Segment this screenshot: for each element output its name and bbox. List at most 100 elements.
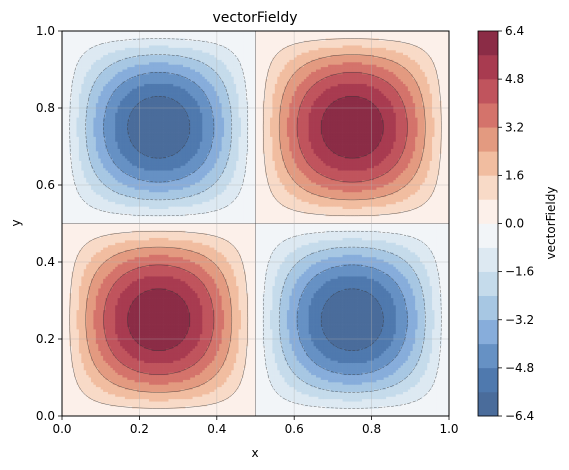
contour-cell	[81, 160, 85, 164]
contour-cell	[122, 216, 126, 220]
contour-cell	[69, 329, 73, 333]
contour-cell	[88, 394, 92, 398]
contour-cell	[69, 305, 73, 309]
contour-cell	[91, 281, 94, 285]
contour-cell	[62, 35, 65, 39]
contour-cell	[69, 365, 73, 369]
contour-cell	[62, 310, 65, 313]
contour-cell	[107, 132, 111, 135]
contour-cell	[117, 206, 121, 210]
contour-cell	[120, 247, 123, 251]
contour-cell	[100, 177, 104, 181]
contour-cell	[93, 348, 97, 352]
contour-cell	[129, 348, 133, 352]
contour-cell	[134, 298, 138, 301]
contour-cell	[93, 160, 97, 164]
contour-cell	[134, 110, 138, 114]
contour-cell	[74, 355, 77, 359]
contour-cell	[86, 38, 89, 41]
contour-cell	[124, 367, 128, 371]
contour-cell	[95, 319, 99, 323]
contour-cell	[95, 360, 99, 364]
contour-cell	[83, 406, 87, 410]
contour-cell	[98, 254, 102, 258]
contour-cell	[98, 274, 102, 277]
contour-cell	[124, 360, 128, 364]
contour-cell	[117, 204, 121, 208]
contour-cell	[76, 187, 80, 191]
contour-cell	[105, 192, 109, 195]
contour-cell	[115, 290, 118, 294]
contour-cell	[110, 305, 114, 309]
contour-cell	[93, 401, 97, 405]
contour-cell	[129, 264, 133, 268]
contour-cell	[76, 112, 80, 116]
contour-cell	[100, 165, 104, 169]
contour-cell	[127, 59, 131, 63]
contour-cell	[64, 132, 68, 135]
contour-cell	[62, 254, 65, 258]
contour-cell	[93, 298, 97, 301]
contour-cell	[117, 379, 121, 383]
contour-cell	[129, 136, 133, 140]
contour-cell	[91, 76, 94, 80]
contour-cell	[74, 274, 77, 277]
contour-cell	[136, 100, 140, 104]
contour-cell	[71, 115, 75, 118]
contour-cell	[120, 86, 123, 90]
contour-cell	[81, 367, 85, 371]
contour-cell	[105, 341, 109, 345]
contour-cell	[91, 105, 94, 109]
contour-cell	[86, 52, 89, 56]
contour-cell	[81, 295, 85, 299]
contour-cell	[66, 69, 70, 73]
contour-cell	[62, 189, 65, 193]
contour-cell	[100, 370, 104, 374]
contour-cell	[120, 194, 123, 198]
contour-cell	[83, 144, 87, 147]
contour-cell	[132, 278, 135, 282]
contour-cell	[124, 209, 128, 212]
contour-cell	[86, 218, 89, 222]
contour-cell	[132, 64, 135, 68]
contour-cell	[136, 50, 140, 54]
contour-cell	[107, 247, 111, 251]
contour-cell	[117, 129, 121, 133]
contour-cell	[127, 384, 131, 388]
contour-cell	[86, 160, 89, 164]
contour-cell	[127, 110, 131, 114]
contour-cell	[81, 98, 85, 102]
contour-cell	[83, 317, 87, 321]
contour-cell	[103, 213, 106, 217]
contour-cell	[95, 117, 99, 121]
contour-cell	[124, 64, 128, 68]
contour-cell	[71, 408, 75, 412]
contour-cell	[105, 262, 109, 265]
contour-cell	[112, 387, 116, 390]
contour-cell	[76, 252, 80, 256]
contour-cell	[115, 165, 118, 169]
contour-cell	[88, 271, 92, 275]
contour-cell	[88, 290, 92, 294]
contour-cell	[98, 324, 102, 328]
contour-cell	[88, 38, 92, 41]
contour-cell	[120, 336, 123, 340]
contour-cell	[115, 339, 118, 342]
contour-cell	[124, 120, 128, 123]
contour-cell	[115, 276, 118, 280]
contour-cell	[81, 235, 85, 239]
contour-cell	[107, 322, 111, 325]
contour-cell	[88, 387, 92, 390]
contour-cell	[86, 387, 89, 390]
contour-cell	[76, 307, 80, 311]
contour-cell	[81, 105, 85, 109]
contour-cell	[103, 233, 106, 236]
contour-cell	[95, 254, 99, 258]
contour-cell	[78, 213, 82, 217]
contour-cell	[86, 86, 89, 90]
contour-cell	[112, 379, 116, 383]
contour-cell	[129, 358, 133, 362]
contour-cell	[127, 182, 131, 186]
contour-cell	[88, 341, 92, 345]
contour-cell	[95, 204, 99, 208]
